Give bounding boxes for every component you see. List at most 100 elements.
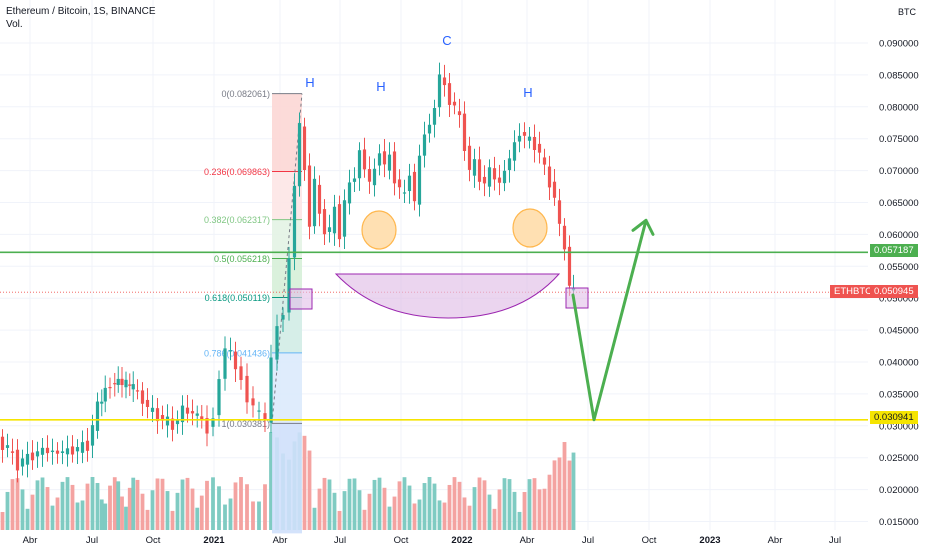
candle-body	[352, 178, 357, 182]
volume-bar	[145, 509, 150, 530]
volume-bar	[312, 507, 317, 530]
y-tick-label: 0.075000	[879, 134, 919, 145]
candle	[502, 160, 507, 192]
candle-body	[175, 419, 180, 425]
candle	[50, 438, 55, 465]
candle	[292, 173, 297, 271]
volume-bar	[537, 489, 542, 530]
volume-bar	[397, 481, 402, 530]
candle	[362, 137, 367, 178]
candle-body	[120, 378, 124, 386]
candle	[103, 375, 107, 413]
x-tick-label: Jul	[334, 535, 346, 546]
volume-bar	[175, 492, 180, 530]
candle	[477, 146, 482, 191]
candle	[552, 168, 557, 206]
candle	[562, 218, 567, 261]
candle-body	[402, 192, 407, 194]
candle-body	[35, 451, 40, 457]
candle-body	[95, 401, 100, 431]
y-tick-label: 0.040000	[879, 358, 919, 369]
candle-body	[477, 159, 482, 182]
volume-bar	[567, 460, 572, 530]
candle-body	[239, 366, 243, 380]
volume-bar	[427, 477, 432, 530]
candle	[567, 235, 572, 296]
candlesticks	[0, 62, 576, 483]
candle-body	[522, 132, 527, 136]
candle	[25, 441, 30, 478]
candle-body	[507, 158, 512, 171]
candle	[245, 363, 249, 414]
candle-body	[412, 171, 417, 202]
pattern-label: H	[305, 75, 314, 90]
candle	[20, 449, 25, 476]
fib-level-label: 0.236(0.069863)	[204, 167, 270, 177]
volume-bar	[457, 481, 462, 530]
x-tick-label: Oct	[146, 535, 161, 546]
candle-body	[492, 168, 497, 180]
candle	[377, 144, 382, 176]
candle	[537, 131, 542, 164]
candle-body	[128, 384, 132, 386]
fib-level-label: 0.5(0.056218)	[214, 254, 270, 264]
candle	[547, 155, 552, 201]
candle	[135, 379, 140, 400]
candle	[332, 194, 337, 246]
candle-body	[205, 418, 209, 434]
fib-level-label: 0(0.082061)	[221, 89, 270, 99]
candle-body	[257, 410, 261, 412]
candle	[251, 386, 255, 418]
candle-body	[472, 159, 477, 176]
candle-body	[233, 351, 238, 370]
y-tick-label: 0.065000	[879, 198, 919, 209]
candle-body	[422, 134, 427, 156]
volume-bar	[352, 478, 357, 530]
candle-body	[502, 170, 507, 184]
last-price-tag: 0.050945	[870, 285, 918, 298]
candle-body	[228, 350, 233, 352]
volume-bar	[422, 483, 427, 530]
retest-box-left	[289, 288, 313, 310]
candle-body	[60, 451, 65, 453]
candle-body	[292, 185, 297, 258]
candle-body	[357, 150, 362, 179]
candle	[342, 189, 347, 250]
volume-bar	[432, 483, 437, 530]
candle	[417, 144, 422, 217]
candle-body	[113, 383, 117, 385]
candle-body	[223, 348, 227, 379]
candle-body	[160, 415, 165, 421]
candle-body	[100, 401, 104, 404]
volume-bar	[269, 432, 273, 530]
candle-body	[332, 206, 337, 234]
pattern-label: C	[442, 33, 451, 48]
level-tag-yellow: 0.030941	[870, 411, 918, 424]
candle-body	[10, 451, 15, 453]
candle-body	[70, 446, 75, 455]
volume-bar	[387, 506, 392, 530]
candle	[437, 62, 442, 117]
x-tick-label: Abr	[273, 535, 288, 546]
candle	[55, 442, 60, 464]
candle	[257, 401, 261, 419]
candle-body	[195, 413, 199, 416]
volume-bar	[70, 484, 75, 530]
symbol-tag: ETHBTC	[830, 285, 872, 298]
candle-body	[124, 379, 128, 388]
candle	[382, 139, 387, 178]
candle	[80, 430, 85, 464]
volume-bar	[557, 457, 562, 530]
candle-body	[50, 450, 55, 453]
right-shoulder-circle	[512, 208, 548, 248]
candle-body	[547, 166, 552, 188]
volume-bar	[497, 489, 502, 530]
candle-body	[85, 440, 90, 451]
volume-bar	[251, 501, 255, 530]
y-tick-label: 0.080000	[879, 102, 919, 113]
candle	[347, 169, 352, 215]
cup-arc	[334, 273, 561, 319]
candle-body	[392, 151, 397, 184]
candle	[90, 414, 95, 459]
